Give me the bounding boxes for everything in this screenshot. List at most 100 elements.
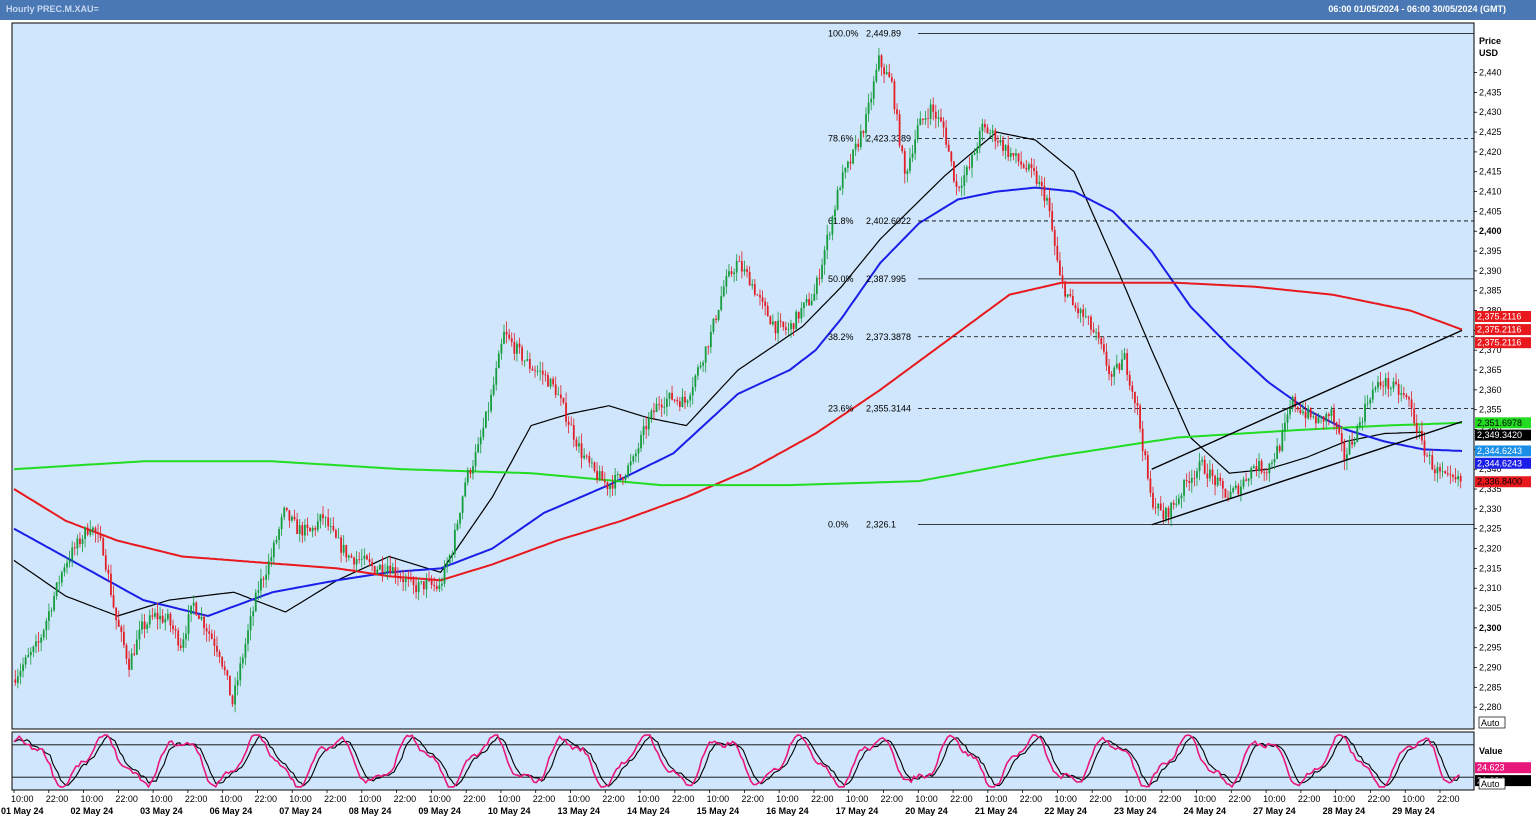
candle [1136, 395, 1139, 416]
candle [1387, 371, 1390, 398]
x-tick-date: 28 May 24 [1323, 806, 1366, 816]
fib-level-label: 100.0% [828, 28, 859, 38]
candle [60, 570, 63, 587]
candle [1095, 328, 1098, 341]
candle [1327, 412, 1330, 426]
candle [1299, 401, 1302, 415]
auto-scale-label: Auto [1481, 718, 1500, 728]
candle [1105, 343, 1108, 372]
candle [99, 525, 102, 541]
candle [526, 350, 529, 362]
candle [815, 275, 818, 301]
x-tick-time: 10:00 [1263, 794, 1286, 804]
x-tick-time: 10:00 [1124, 794, 1147, 804]
x-tick-time: 22:00 [811, 794, 834, 804]
candle [1436, 461, 1439, 483]
candle [578, 436, 580, 453]
candle [934, 104, 937, 129]
candle [751, 279, 754, 290]
candle [133, 643, 136, 657]
candle [971, 153, 973, 178]
candle [1123, 348, 1126, 361]
candle [916, 118, 919, 143]
candle [1309, 407, 1312, 420]
candle [720, 286, 723, 312]
candle [678, 397, 681, 412]
candle [534, 365, 536, 378]
x-tick-date: 27 May 24 [1253, 806, 1296, 816]
price-tag: 2,351.6978 [1475, 417, 1531, 429]
candle [373, 565, 376, 575]
candle [958, 186, 960, 192]
candle [1102, 336, 1105, 355]
candle [1418, 425, 1421, 439]
candle [216, 636, 218, 657]
candle [146, 622, 149, 634]
candle [655, 397, 658, 413]
candle [474, 444, 477, 472]
candle [1004, 144, 1007, 160]
candle [893, 78, 896, 115]
candle [787, 322, 790, 336]
candle [932, 97, 935, 121]
candle [1454, 468, 1457, 483]
x-tick-time: 22:00 [1159, 794, 1182, 804]
candle [417, 577, 420, 601]
auto-scale-button-lower[interactable] [1478, 777, 1506, 790]
candle [528, 352, 531, 374]
candle [1061, 266, 1064, 289]
svg-text:2,375.2116: 2,375.2116 [1477, 312, 1521, 322]
svg-text:2,336.8400: 2,336.8400 [1477, 477, 1522, 487]
candle [1134, 391, 1136, 414]
candle [1214, 474, 1216, 496]
candle [562, 397, 565, 405]
candle [857, 138, 860, 152]
auto-scale-button[interactable] [1478, 716, 1506, 729]
candle [329, 517, 332, 534]
candle [306, 517, 309, 536]
candle [839, 185, 842, 191]
candle [1048, 187, 1051, 218]
candle [1384, 372, 1387, 395]
candle [1196, 467, 1198, 486]
candle [953, 161, 955, 184]
candle [1152, 486, 1154, 510]
x-tick-time: 22:00 [950, 794, 973, 804]
candle [704, 346, 707, 373]
candle [937, 109, 940, 128]
x-tick-time: 10:00 [1402, 794, 1425, 804]
candle [394, 559, 397, 584]
svg-text:2,375.2116: 2,375.2116 [1477, 325, 1521, 335]
candle [991, 124, 994, 143]
candle [828, 231, 831, 240]
main-plot-area [11, 22, 1475, 730]
candle [260, 568, 262, 599]
candle [516, 340, 518, 362]
channel-upper-line[interactable] [1151, 329, 1463, 470]
x-tick-time: 10:00 [289, 794, 312, 804]
candle [179, 638, 182, 651]
y-tick-label: 2,310 [1479, 583, 1502, 593]
candle [805, 294, 808, 307]
candle [249, 607, 252, 641]
candle [691, 377, 694, 405]
candle [451, 550, 454, 563]
candle [622, 477, 624, 485]
channel-lower-line[interactable] [1151, 420, 1463, 526]
candle [854, 135, 857, 156]
candle [1170, 501, 1173, 527]
candle [182, 632, 185, 653]
candle [810, 293, 813, 306]
y-tick-label: 2,400 [1479, 226, 1502, 236]
price-tag: 2,344.6243 [1475, 457, 1531, 469]
x-tick-time: 22:00 [185, 794, 208, 804]
candle [151, 607, 154, 621]
candle [541, 362, 544, 385]
candle [803, 302, 805, 317]
candle [402, 569, 405, 592]
candle [241, 653, 244, 669]
candle [267, 553, 270, 581]
candle [110, 564, 112, 598]
candle [1379, 372, 1382, 390]
